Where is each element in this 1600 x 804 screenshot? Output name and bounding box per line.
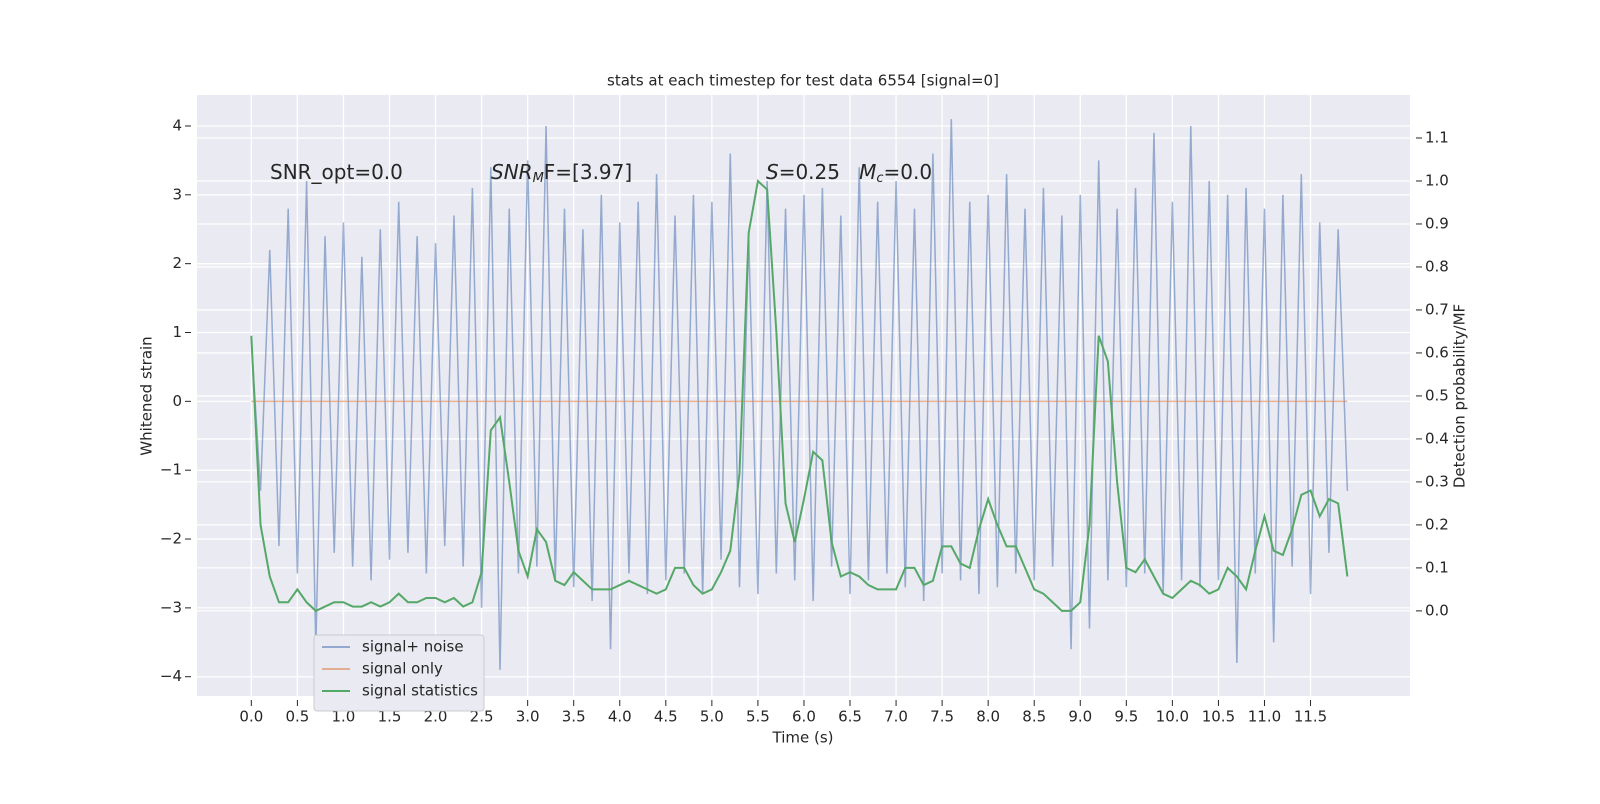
y-tick-label: 2 bbox=[172, 254, 182, 272]
x-tick-label: 10.5 bbox=[1202, 708, 1235, 726]
y-tick-label: −4 bbox=[160, 667, 182, 685]
y2-tick-label: 0.6 bbox=[1425, 343, 1449, 361]
x-tick-label: 4.5 bbox=[654, 708, 678, 726]
x-tick-label: 2.5 bbox=[470, 708, 494, 726]
annotation-part: =0.0 bbox=[884, 160, 933, 184]
x-tick-label: 7.0 bbox=[884, 708, 908, 726]
x-tick-label: 10.0 bbox=[1156, 708, 1189, 726]
legend-label: signal statistics bbox=[362, 682, 478, 700]
y-tick-label: −3 bbox=[160, 598, 182, 616]
y2-tick-label: 0.2 bbox=[1425, 515, 1449, 533]
x-tick-label: 3.0 bbox=[516, 708, 540, 726]
annotation-part: =0.25 bbox=[779, 160, 859, 184]
x-tick-label: 8.5 bbox=[1022, 708, 1046, 726]
x-tick-label: 9.5 bbox=[1114, 708, 1138, 726]
annotation-part: SNR_opt=0.0 bbox=[270, 160, 403, 184]
x-tick-label: 9.0 bbox=[1068, 708, 1092, 726]
x-tick-label: 2.0 bbox=[424, 708, 448, 726]
x-tick-label: 7.5 bbox=[930, 708, 954, 726]
x-tick-label: 0.5 bbox=[285, 708, 309, 726]
x-tick-label: 4.0 bbox=[608, 708, 632, 726]
series-line bbox=[250, 178, 1349, 613]
y2-tick-label: 1.0 bbox=[1425, 171, 1449, 189]
x-tick-label: 3.5 bbox=[562, 708, 586, 726]
y-axis-label: Whitened strain bbox=[138, 336, 156, 455]
y2-tick-label: 0.8 bbox=[1425, 257, 1449, 275]
y2-tick-label: 0.3 bbox=[1425, 472, 1449, 490]
legend-box bbox=[313, 634, 485, 712]
legend-label: signal only bbox=[362, 660, 443, 678]
annotation: SNRMF=[3.97] bbox=[491, 160, 632, 186]
series-line bbox=[250, 119, 1349, 670]
chart-title: stats at each timestep for test data 655… bbox=[607, 72, 999, 90]
x-axis-label: Time (s) bbox=[772, 729, 834, 747]
y2-tick-label: 1.1 bbox=[1425, 128, 1449, 146]
y2-tick-label: 0.5 bbox=[1425, 386, 1449, 404]
annotation-part: SNR bbox=[491, 160, 533, 184]
y2-tick-label: 0.1 bbox=[1425, 558, 1449, 576]
annotation-part: c bbox=[876, 171, 883, 186]
x-tick-label: 6.0 bbox=[792, 708, 816, 726]
y-tick-label: −1 bbox=[160, 461, 182, 479]
y-tick-label: 0 bbox=[172, 392, 182, 410]
y-tick-label: 4 bbox=[172, 116, 182, 134]
annotation: SNR_opt=0.0 bbox=[270, 160, 403, 184]
annotation-part: S bbox=[766, 160, 779, 184]
x-tick-label: 11.5 bbox=[1294, 708, 1327, 726]
x-tick-label: 6.5 bbox=[838, 708, 862, 726]
x-tick-label: 1.0 bbox=[332, 708, 356, 726]
y-tick-label: 1 bbox=[172, 323, 182, 341]
annotation: S=0.25 Mc=0.0 bbox=[766, 160, 932, 186]
y2-tick-label: 0.9 bbox=[1425, 214, 1449, 232]
x-tick-label: 0.0 bbox=[239, 708, 263, 726]
y-tick-label: −2 bbox=[160, 530, 182, 548]
x-tick-label: 5.5 bbox=[746, 708, 770, 726]
annotation-part: M bbox=[533, 171, 544, 186]
x-tick-label: 8.0 bbox=[976, 708, 1000, 726]
y-tick-label: 3 bbox=[172, 185, 182, 203]
y2-axis-label: Detection probability/MF bbox=[1451, 304, 1469, 488]
x-tick-label: 1.5 bbox=[378, 708, 402, 726]
x-tick-label: 11.0 bbox=[1248, 708, 1281, 726]
x-tick-label: 5.0 bbox=[700, 708, 724, 726]
annotation-part: M bbox=[859, 160, 876, 184]
annotation-part: F=[3.97] bbox=[544, 160, 632, 184]
legend-label: signal+ noise bbox=[362, 638, 464, 656]
y2-tick-label: 0.4 bbox=[1425, 429, 1449, 447]
y2-tick-label: 0.7 bbox=[1425, 300, 1449, 318]
y2-tick-label: 0.0 bbox=[1425, 601, 1449, 619]
